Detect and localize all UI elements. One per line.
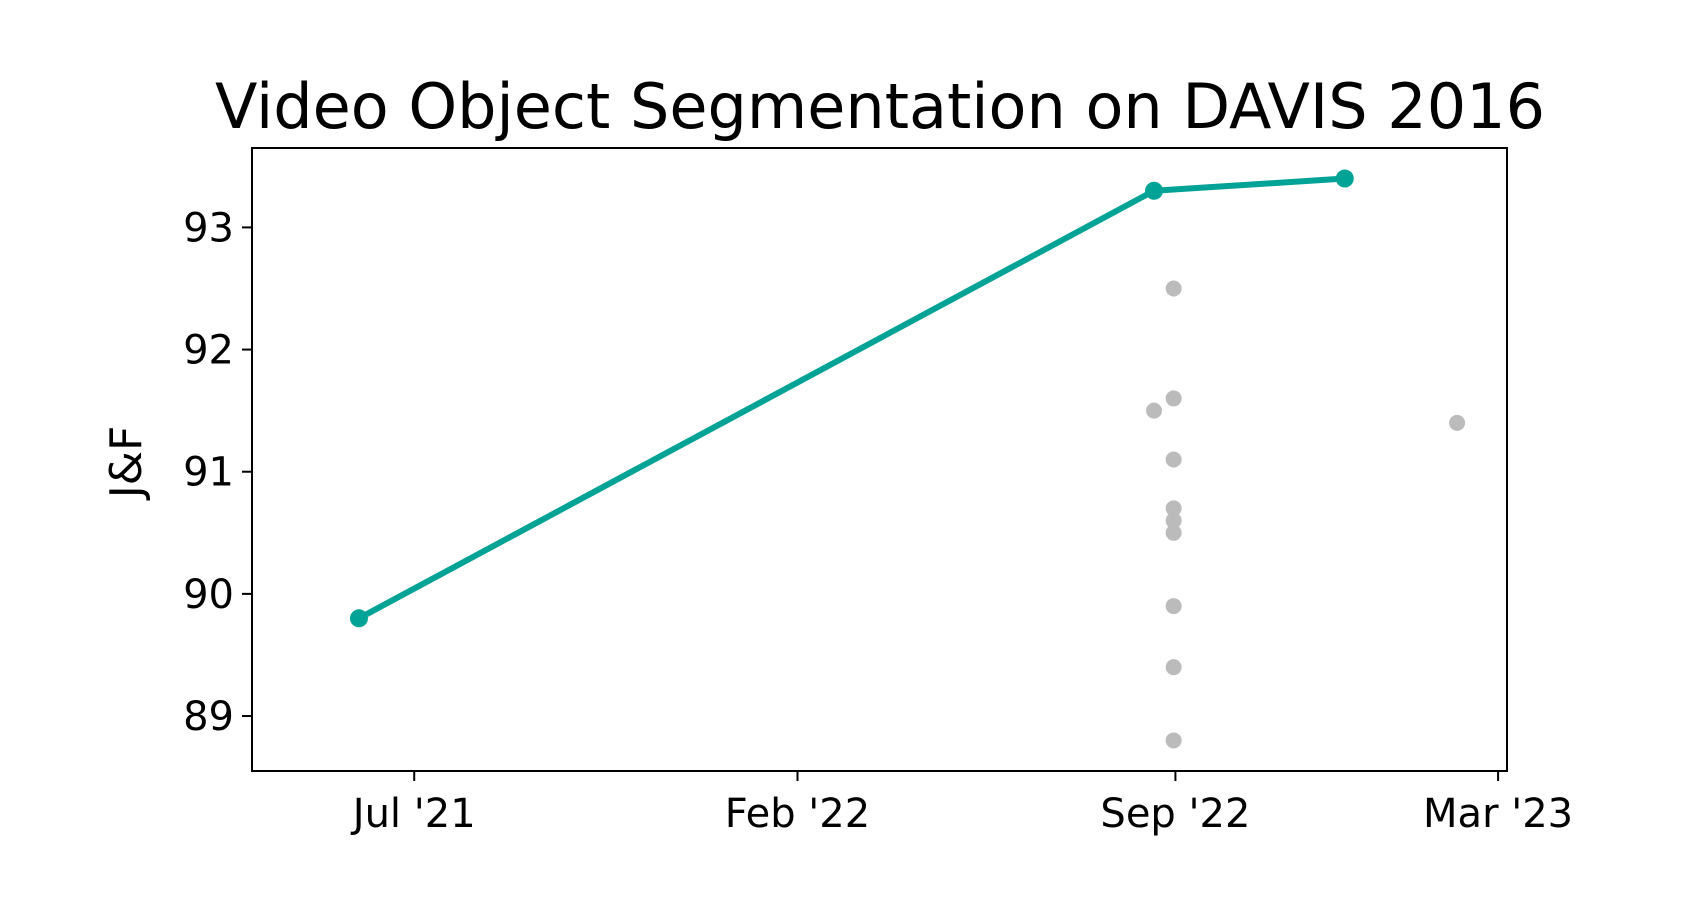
scatter-point bbox=[1165, 500, 1182, 517]
scatter-point bbox=[1165, 390, 1182, 407]
y-axis-label: J&F bbox=[101, 426, 152, 502]
y-tick-label: 92 bbox=[183, 328, 234, 374]
chart-title: Video Object Segmentation on DAVIS 2016 bbox=[215, 70, 1545, 143]
y-tick-label: 93 bbox=[183, 205, 234, 251]
scatter-point bbox=[1165, 280, 1182, 297]
scatter-point bbox=[1165, 659, 1182, 676]
x-tick-label: Mar '23 bbox=[1423, 791, 1573, 837]
x-tick-label: Jul '21 bbox=[350, 791, 476, 837]
plot-frame bbox=[251, 147, 1508, 772]
y-tick-label: 90 bbox=[183, 572, 234, 618]
sota-point bbox=[349, 609, 368, 628]
scatter-point bbox=[1165, 512, 1182, 529]
sota-point bbox=[1145, 181, 1164, 200]
x-tick-label: Feb '22 bbox=[725, 791, 870, 837]
scatter-point bbox=[1165, 451, 1182, 468]
x-tick-label: Sep '22 bbox=[1100, 791, 1250, 837]
sota-point bbox=[1335, 169, 1354, 188]
scatter-point bbox=[1165, 598, 1182, 615]
y-tick-label: 89 bbox=[183, 694, 234, 740]
scatter-point bbox=[1165, 732, 1182, 749]
y-tick-label: 91 bbox=[183, 450, 234, 496]
scatter-point bbox=[1449, 414, 1466, 431]
sota-line bbox=[355, 175, 1348, 622]
plot-marks bbox=[349, 169, 1466, 749]
axes: 89 90 91 92 93 Jul '21 Feb '22 Sep '22 Mar '23 bbox=[183, 205, 1573, 837]
scatter-point bbox=[1146, 402, 1163, 419]
scatter-point bbox=[1165, 524, 1182, 541]
